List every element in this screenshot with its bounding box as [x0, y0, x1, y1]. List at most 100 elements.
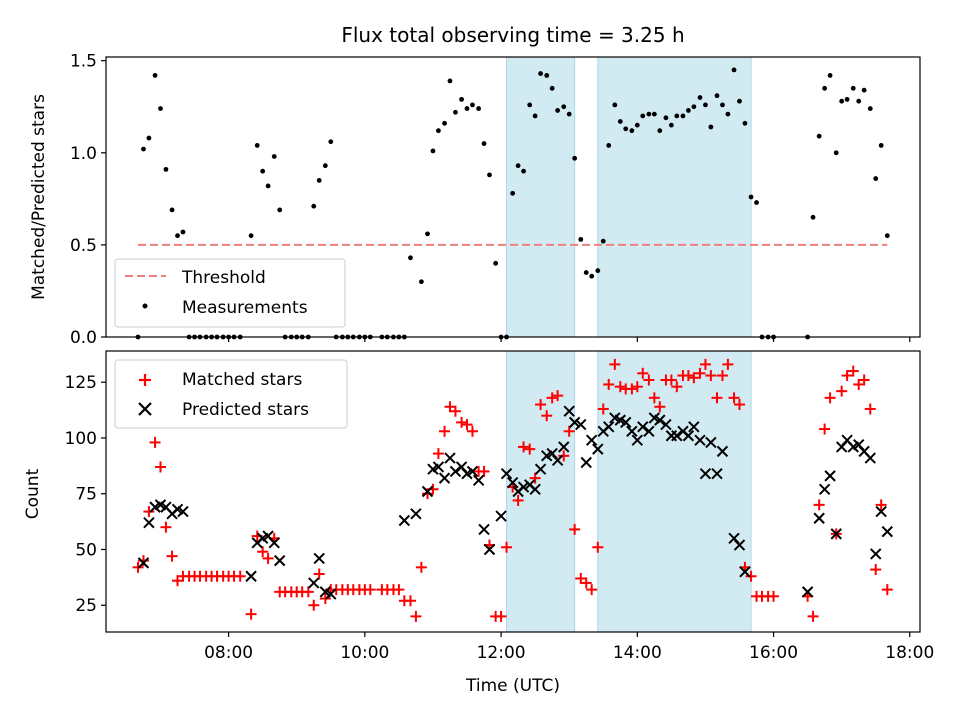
- matched-star-point: [858, 374, 870, 386]
- measurement-point: [277, 207, 283, 213]
- measurement-point: [634, 122, 640, 128]
- predicted-star-point: [478, 523, 490, 536]
- measurement-point: [589, 273, 595, 279]
- measurement-point: [447, 78, 453, 84]
- predicted-star-point: [500, 467, 513, 480]
- matched-star-point: [586, 584, 598, 596]
- measurement-point: [754, 200, 759, 205]
- measurement-point: [748, 194, 754, 200]
- bottom-y-tick-label: 125: [65, 373, 97, 393]
- measurement-point: [470, 102, 475, 108]
- top-y-tick-label: 1.5: [70, 52, 97, 72]
- predicted-star-point: [495, 510, 507, 522]
- predicted-star-point: [870, 548, 882, 560]
- measurement-point: [169, 207, 175, 213]
- legend-threshold-label: Threshold: [181, 268, 266, 288]
- measurement-point: [180, 229, 186, 235]
- shaded-interval: [597, 56, 752, 338]
- measurement-point: [538, 71, 543, 76]
- matched-star-point: [439, 425, 451, 437]
- measurement-point: [697, 95, 703, 100]
- matched-star-point: [160, 521, 172, 533]
- measurement-point: [617, 119, 623, 124]
- predicted-star-point: [551, 454, 564, 466]
- bottom-y-ticks: 25 50 75 100 125: [65, 373, 106, 616]
- matched-star-point: [881, 584, 893, 596]
- matched-star-point: [836, 385, 848, 397]
- bottom-y-tick-label: 50: [75, 540, 97, 560]
- predicted-star-point: [438, 472, 451, 484]
- measurement-point: [271, 154, 277, 159]
- matched-star-point: [609, 358, 621, 370]
- predicted-star-point: [620, 416, 632, 429]
- top-y-tick-label: 0.0: [70, 328, 97, 348]
- measurement-point: [322, 163, 328, 169]
- shaded-interval: [597, 350, 752, 633]
- measurement-point: [600, 238, 606, 244]
- matched-star-point: [580, 577, 592, 589]
- matched-star-point: [745, 570, 757, 582]
- measurement-point: [833, 150, 839, 156]
- predicted-star-point: [660, 418, 672, 431]
- shaded-interval: [506, 56, 576, 338]
- measurement-point: [657, 128, 663, 134]
- matched-star-point: [404, 595, 416, 607]
- measurement-point: [816, 133, 822, 139]
- top-y-tick-label: 1.0: [70, 144, 97, 164]
- matched-star-point: [648, 392, 660, 404]
- predicted-star-point: [529, 483, 541, 495]
- matched-star-point: [432, 448, 444, 460]
- matched-star-point: [694, 367, 706, 379]
- predicted-star-point: [643, 425, 655, 437]
- measurement-point: [578, 236, 584, 242]
- measurement-point: [328, 139, 334, 145]
- predicted-star-point: [711, 467, 723, 480]
- measurement-point: [663, 115, 669, 121]
- predicted-star-point: [813, 512, 825, 524]
- predicted-star-point: [699, 467, 712, 480]
- predicted-star-point: [421, 485, 434, 498]
- predicted-star-point: [592, 443, 604, 455]
- matched-star-point: [768, 590, 780, 602]
- predicted-star-point: [568, 416, 581, 429]
- measurement-point: [844, 96, 850, 102]
- predicted-star-point: [506, 476, 519, 489]
- matched-star-point: [807, 610, 819, 622]
- matched-star-point: [847, 365, 859, 377]
- predicted-star-point: [449, 465, 462, 478]
- predicted-star-point: [682, 430, 695, 442]
- matched-star-point: [819, 423, 831, 435]
- predicted-star-point: [637, 421, 649, 433]
- measurement-point: [606, 143, 612, 148]
- predicted-star-point: [432, 461, 445, 473]
- x-tick-label: 08:00: [204, 643, 253, 663]
- top-y-tick-label: 0.5: [70, 236, 97, 256]
- matched-star-point: [461, 419, 473, 431]
- matched-star-point: [449, 405, 461, 417]
- matched-star-point: [637, 367, 649, 379]
- top-x-ticks: [228, 337, 911, 342]
- measurement-point: [640, 113, 646, 119]
- x-tick-label: 12:00: [477, 643, 526, 663]
- matched-star-point: [524, 443, 536, 455]
- matched-star-point: [535, 399, 547, 411]
- matched-star-point: [546, 392, 558, 404]
- matched-star-point: [813, 499, 825, 511]
- matched-star-point: [733, 399, 745, 411]
- matched-star-point: [716, 370, 728, 382]
- bottom-legend-box: [114, 359, 348, 429]
- matched-star-point: [552, 390, 564, 402]
- measurement-point: [878, 143, 884, 148]
- measurement-point: [442, 120, 447, 126]
- bottom-y-axis-label: Count: [23, 468, 43, 519]
- matched-star-point: [149, 436, 161, 448]
- measurement-point: [668, 122, 674, 128]
- matched-star-point: [364, 584, 376, 596]
- matched-star-point: [597, 403, 609, 415]
- matched-star-point: [154, 461, 166, 473]
- measurement-point: [316, 178, 322, 183]
- measurement-point: [674, 113, 680, 119]
- legend-measurements-label: Measurements: [182, 298, 308, 318]
- matched-star-point: [631, 381, 643, 393]
- measurement-point: [453, 109, 458, 115]
